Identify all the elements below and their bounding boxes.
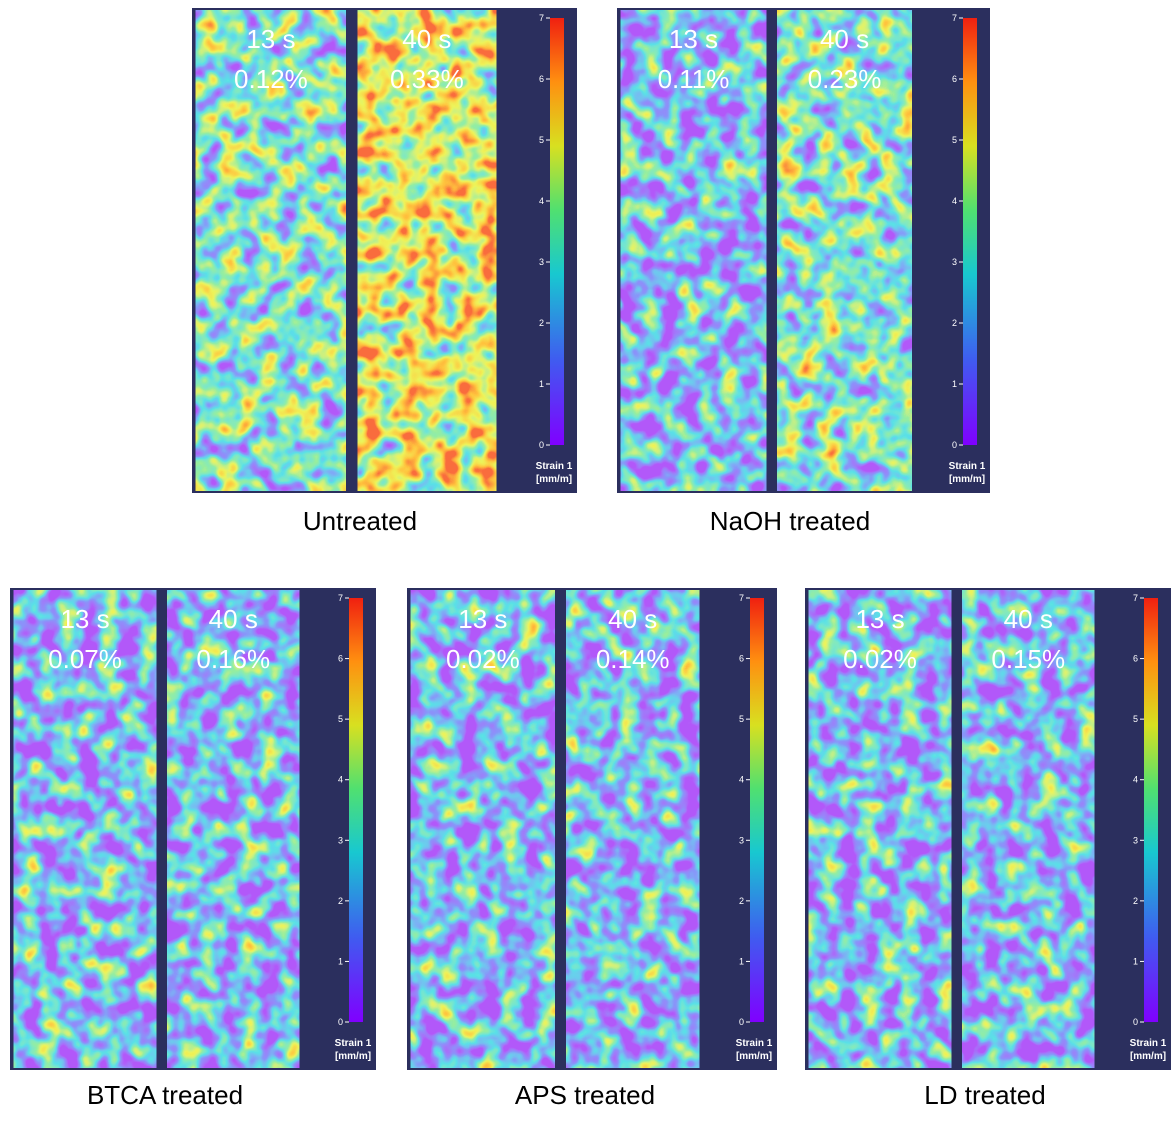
- colorbar-label: Strain 1: [736, 1038, 773, 1049]
- colorbar-unit: [mm/m]: [1130, 1051, 1166, 1062]
- strain-panel: 13 s 0.02% 40 s 0.15% 0 1 2 3 4 5 6 7 Strain 1 [mm/m]…: [805, 588, 1171, 1110]
- colorbar-tick-label: 1: [539, 379, 544, 389]
- colorbar-tick-label: 3: [338, 835, 343, 845]
- time-label: 13 s: [246, 24, 295, 54]
- strain-map: [13, 590, 157, 1068]
- time-label: 40 s: [608, 604, 657, 634]
- colorbar-tick-label: 3: [739, 835, 744, 845]
- colorbar-tick-label: 0: [1133, 1017, 1138, 1027]
- colorbar-label: Strain 1: [536, 461, 573, 472]
- colorbar: [550, 18, 564, 445]
- strain-label: 0.02%: [446, 644, 520, 674]
- colorbar-tick-label: 3: [1133, 835, 1138, 845]
- colorbar-tick-label: 6: [539, 74, 544, 84]
- panel-label: NaOH treated: [710, 506, 870, 536]
- colorbar: [349, 598, 363, 1022]
- colorbar-tick-label: 5: [739, 714, 744, 724]
- colorbar-tick-label: 3: [539, 257, 544, 267]
- colorbar-tick-label: 7: [739, 593, 744, 603]
- colorbar-tick-label: 7: [952, 13, 957, 23]
- strain-map: [566, 590, 700, 1068]
- time-label: 13 s: [60, 604, 109, 634]
- colorbar-tick-label: 0: [539, 440, 544, 450]
- colorbar-tick-label: 2: [952, 318, 957, 328]
- colorbar-tick-label: 4: [539, 196, 544, 206]
- colorbar-tick-label: 6: [739, 654, 744, 664]
- strain-label: 0.33%: [390, 64, 464, 94]
- strain-map: [195, 10, 346, 491]
- strain-label: 0.14%: [596, 644, 670, 674]
- colorbar-tick-label: 1: [952, 379, 957, 389]
- strain-label: 0.23%: [808, 64, 882, 94]
- colorbar-tick-label: 1: [1133, 956, 1138, 966]
- colorbar-unit: [mm/m]: [736, 1051, 772, 1062]
- colorbar-tick-label: 4: [952, 196, 957, 206]
- colorbar-tick-label: 6: [1133, 654, 1138, 664]
- time-label: 13 s: [458, 604, 507, 634]
- colorbar-tick-label: 2: [539, 318, 544, 328]
- time-label: 40 s: [1004, 604, 1053, 634]
- colorbar-tick-label: 5: [952, 135, 957, 145]
- time-label: 40 s: [402, 24, 451, 54]
- time-label: 40 s: [820, 24, 869, 54]
- colorbar-tick-label: 7: [338, 593, 343, 603]
- strain-label: 0.16%: [196, 644, 270, 674]
- colorbar-tick-label: 5: [338, 714, 343, 724]
- time-label: 40 s: [209, 604, 258, 634]
- colorbar-tick-label: 1: [338, 956, 343, 966]
- strain-map: [962, 590, 1095, 1068]
- colorbar-tick-label: 6: [338, 654, 343, 664]
- strain-panel: 13 s 0.07% 40 s 0.16% 0 1 2 3 4 5 6 7 Strain 1 [mm/m]…: [10, 588, 376, 1110]
- colorbar-tick-label: 6: [952, 74, 957, 84]
- time-label: 13 s: [669, 24, 718, 54]
- strain-map: [808, 590, 952, 1068]
- colorbar-label: Strain 1: [1130, 1038, 1167, 1049]
- panel-label: BTCA treated: [87, 1080, 243, 1110]
- panel-label: APS treated: [515, 1080, 655, 1110]
- strain-label: 0.15%: [991, 644, 1065, 674]
- colorbar-tick-label: 5: [1133, 714, 1138, 724]
- colorbar-tick-label: 2: [1133, 896, 1138, 906]
- strain-panel: 13 s 0.11% 40 s 0.23% 0 1 2 3 4 5 6 7 Strain 1 [mm/m]…: [617, 8, 990, 536]
- colorbar-tick-label: 7: [1133, 593, 1138, 603]
- strain-label: 0.07%: [48, 644, 122, 674]
- colorbar-tick-label: 2: [338, 896, 343, 906]
- strain-map: [777, 10, 912, 491]
- strain-label: 0.02%: [843, 644, 917, 674]
- strain-panel: 13 s 0.12% 40 s 0.33% 0 1 2 3 4 5 6 7 Strain 1 [mm/m]…: [192, 8, 577, 536]
- strain-panel: 13 s 0.02% 40 s 0.14% 0 1 2 3 4 5 6 7 Strain 1 [mm/m]…: [407, 588, 777, 1110]
- colorbar-label: Strain 1: [335, 1038, 372, 1049]
- colorbar-tick-label: 4: [1133, 775, 1138, 785]
- colorbar-tick-label: 5: [539, 135, 544, 145]
- colorbar-label: Strain 1: [949, 461, 986, 472]
- colorbar-tick-label: 2: [739, 896, 744, 906]
- colorbar-tick-label: 0: [952, 440, 957, 450]
- colorbar-tick-label: 7: [539, 13, 544, 23]
- strain-map: [167, 590, 300, 1068]
- strain-label: 0.11%: [658, 64, 730, 94]
- colorbar-tick-label: 4: [338, 775, 343, 785]
- colorbar-tick-label: 4: [739, 775, 744, 785]
- colorbar-unit: [mm/m]: [536, 474, 572, 485]
- strain-map: [620, 10, 767, 491]
- panel-label: LD treated: [924, 1080, 1045, 1110]
- time-label: 13 s: [855, 604, 904, 634]
- colorbar-unit: [mm/m]: [949, 474, 985, 485]
- strain-map: [410, 590, 555, 1068]
- colorbar-tick-label: 0: [338, 1017, 343, 1027]
- colorbar: [1144, 598, 1158, 1022]
- colorbar-unit: [mm/m]: [335, 1051, 371, 1062]
- colorbar: [963, 18, 977, 445]
- colorbar: [750, 598, 764, 1022]
- panel-label: Untreated: [303, 506, 417, 536]
- colorbar-tick-label: 3: [952, 257, 957, 267]
- strain-map: [357, 10, 497, 491]
- colorbar-tick-label: 1: [739, 956, 744, 966]
- strain-label: 0.12%: [234, 64, 308, 94]
- colorbar-tick-label: 0: [739, 1017, 744, 1027]
